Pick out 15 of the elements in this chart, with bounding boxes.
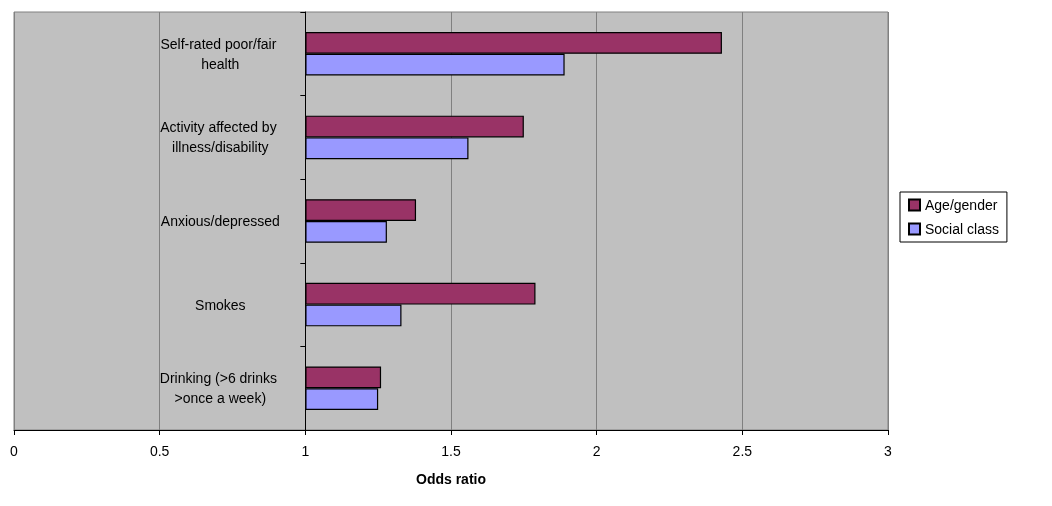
legend-label: Social class	[925, 221, 999, 237]
x-axis-title: Odds ratio	[415, 471, 487, 487]
legend-label: Age/gender	[925, 197, 998, 213]
y-tick-label: Self-rated poor/fair health	[160, 35, 281, 72]
x-tick-label: 1.5	[441, 443, 461, 459]
y-tick-label: Activity affected by illness/disability	[160, 119, 281, 156]
x-tick-label: 0.5	[149, 443, 170, 459]
x-tick-label: 2.5	[732, 443, 753, 459]
y-tick-label: Drinking (>6 drinks >once a week)	[159, 370, 281, 407]
x-tick-label: 2	[592, 443, 601, 459]
x-tick-label: 0	[10, 443, 19, 459]
y-tick-label: Smokes	[195, 296, 246, 313]
x-tick-label: 3	[884, 443, 893, 459]
x-tick-label: 1	[301, 443, 310, 459]
y-tick-label: Anxious/depressed	[160, 213, 280, 229]
